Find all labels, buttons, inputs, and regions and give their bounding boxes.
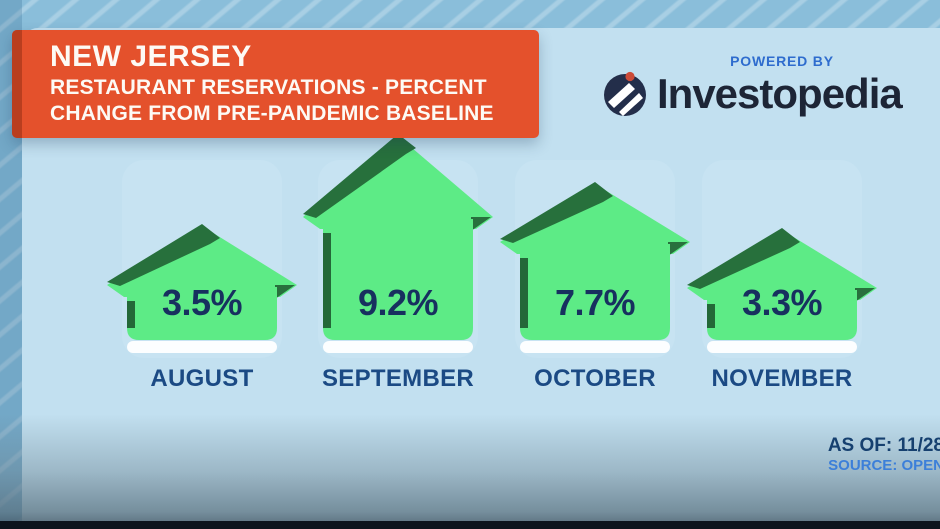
month-label: AUGUST (150, 365, 254, 392)
month-label: SEPTEMBER (321, 365, 475, 392)
bottom-gradient (0, 414, 940, 529)
house-icon (687, 228, 877, 340)
house-icon (107, 224, 297, 340)
title-banner: NEW JERSEY RESTAURANT RESERVATIONS - PER… (12, 30, 539, 138)
month-column-october: 7.7% OCTOBER (500, 160, 690, 405)
value-label: 3.5% (161, 282, 243, 323)
bottom-border-bar (0, 521, 940, 529)
month-column-september: 9.2% SEPTEMBER (303, 134, 493, 405)
house-icon (500, 182, 690, 340)
value-label: 7.7% (554, 282, 636, 323)
house-icon (303, 134, 493, 340)
source-credit: SOURCE: OPEN (828, 457, 940, 474)
month-label: NOVEMBER (711, 365, 853, 392)
month-label: OCTOBER (534, 365, 656, 392)
brand-name: Investopedia (657, 70, 903, 117)
brand-row: Investopedia (602, 70, 922, 118)
card-base-strip (707, 341, 857, 353)
chart-subtitle-line2: CHANGE FROM PRE-PANDEMIC BASELINE (50, 102, 494, 125)
investopedia-logo: POWERED BY Investopedia (602, 53, 922, 118)
chart-subtitle-line1: RESTAURANT RESERVATIONS - PERCENT (50, 76, 487, 99)
powered-by-label: POWERED BY (730, 53, 834, 69)
value-label: 3.3% (741, 282, 823, 323)
month-column-november: 3.3% NOVEMBER (687, 160, 877, 405)
as-of-date: AS OF: 11/28 (827, 435, 940, 456)
card-base-strip (520, 341, 670, 353)
month-column-august: 3.5% AUGUST (107, 160, 297, 405)
value-label: 9.2% (357, 282, 439, 323)
investopedia-i-icon (604, 71, 646, 116)
title-block: NEW JERSEY RESTAURANT RESERVATIONS - PER… (50, 39, 529, 127)
card-base-strip (127, 341, 277, 353)
title-banner-edge (12, 30, 22, 138)
region-title: NEW JERSEY (50, 40, 252, 73)
card-base-strip (323, 341, 473, 353)
